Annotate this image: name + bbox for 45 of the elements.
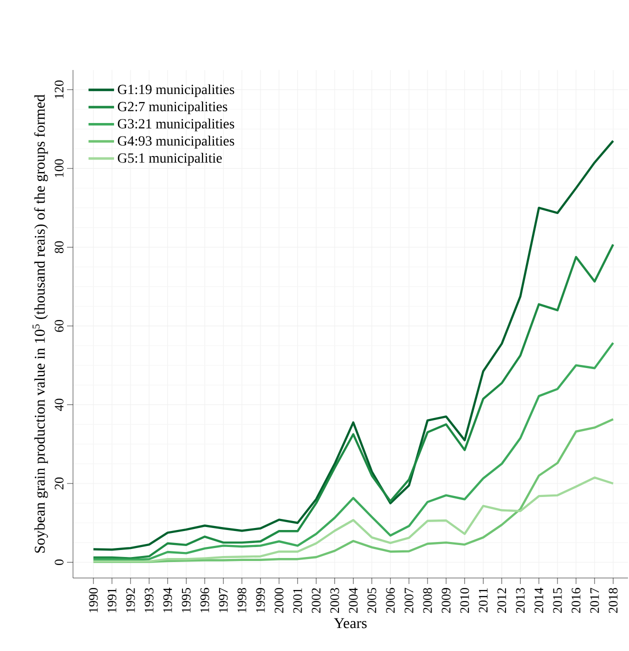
x-tick-label: 2005 <box>367 588 376 613</box>
legend-label: G1:19 municipalities <box>118 84 234 97</box>
x-tick-label: 2012 <box>497 588 506 613</box>
x-tick-label: 1997 <box>219 588 228 612</box>
x-tick-label: 1998 <box>238 588 246 612</box>
y-tick-label: 20 <box>54 478 64 490</box>
line-series <box>92 342 614 561</box>
y-tick-label: 120 <box>54 80 64 98</box>
x-tick-label: 2013 <box>516 588 525 613</box>
x-tick-label: 2017 <box>590 588 599 613</box>
x-tick-label: 2007 <box>404 588 414 613</box>
x-tick-label: 1996 <box>200 588 210 612</box>
x-tick-label: 2015 <box>553 588 562 613</box>
x-tick-label: 1994 <box>163 588 172 612</box>
x-tick-label: 1995 <box>182 588 191 612</box>
y-tick-label: 0 <box>54 560 64 565</box>
x-tick-label: 2006 <box>386 588 395 613</box>
y-tick-label: 40 <box>54 398 64 411</box>
legend-label: G2:7 municipalities <box>118 101 228 114</box>
x-tick-label: 2003 <box>330 588 340 613</box>
x-tick-label: 2001 <box>293 588 302 613</box>
x-tick-label: 1992 <box>126 588 135 612</box>
x-tick-label: 2010 <box>460 588 470 613</box>
y-tick-label: 100 <box>54 159 64 178</box>
x-axis-title: Years <box>334 618 367 628</box>
x-tick-label: 2014 <box>534 588 544 613</box>
x-tick-label: 2000 <box>274 588 284 613</box>
x-tick-label: 2011 <box>478 588 488 612</box>
x-tick-label: 1990 <box>89 588 98 612</box>
x-tick-label: 2016 <box>572 588 580 613</box>
y-tick-label: 60 <box>54 320 64 332</box>
x-tick-label: 2018 <box>608 588 618 613</box>
legend-label: G3:21 municipalities <box>118 118 234 132</box>
y-tick-label: 80 <box>54 241 64 254</box>
x-tick-label: 2009 <box>442 588 450 613</box>
x-tick-label: 1999 <box>256 588 265 612</box>
legend-label: G4:93 municipalities <box>118 136 234 148</box>
x-tick-label: 1991 <box>108 588 116 612</box>
x-tick-label: 2008 <box>423 588 432 613</box>
y-axis-title: Soybean grain production value in 10$^{5}$ (thousand reais) of the groups formed <box>32 94 48 553</box>
legend-label: G5:1 municipalitie <box>118 152 222 166</box>
x-tick-label: 2002 <box>312 588 321 613</box>
x-tick-label: 2004 <box>348 588 358 613</box>
x-tick-label: 1993 <box>144 588 154 612</box>
line-series <box>92 243 614 560</box>
